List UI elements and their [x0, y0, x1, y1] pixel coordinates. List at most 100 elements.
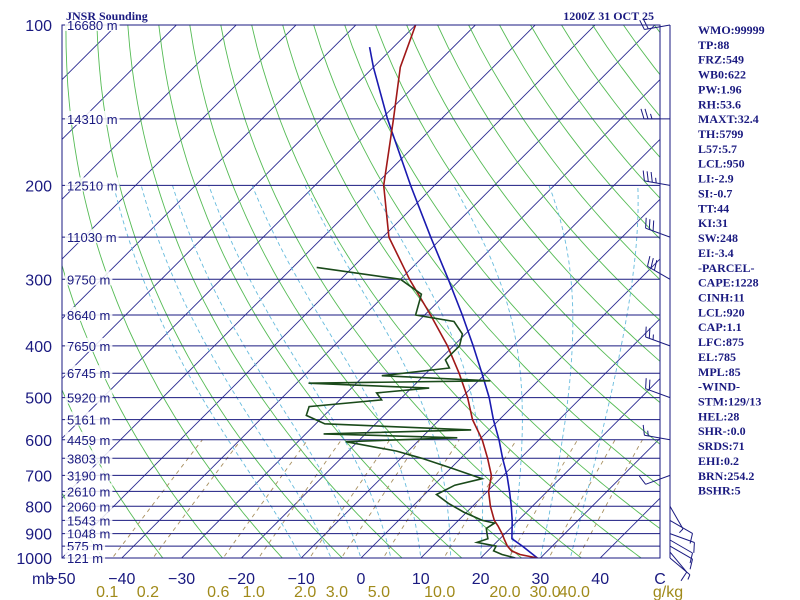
index-value: -PARCEL-	[698, 261, 754, 275]
mixing-ratio-line	[222, 439, 309, 558]
height-label-background	[65, 337, 113, 352]
temperature-tick-label: C	[654, 571, 666, 588]
index-value: STM:129/13	[698, 395, 761, 409]
barb-flag	[689, 533, 693, 544]
height-label-background	[65, 229, 119, 244]
pressure-label: 100	[25, 18, 52, 35]
wind-barb	[669, 533, 695, 553]
isotherm	[420, 318, 660, 558]
moist-adiabat	[370, 185, 484, 558]
height-label-background	[65, 512, 113, 527]
barb-shaft	[645, 474, 671, 485]
pressure-label: 600	[25, 433, 52, 450]
barb-half-flag	[647, 430, 649, 436]
height-label-background	[65, 389, 113, 404]
mixing-ratio-line	[508, 439, 578, 558]
mixing-ratio-tick-label: 0.2	[137, 584, 159, 600]
mixing-ratio-tick-label: 2.0	[294, 584, 316, 600]
mixing-ratio-tick-label: 20.0	[489, 584, 520, 600]
wind-barb	[639, 19, 671, 30]
index-value: SHR-:0.0	[698, 424, 746, 438]
barb-half-flag	[650, 113, 653, 120]
moist-adiabat	[140, 185, 332, 558]
wind-barb	[669, 506, 684, 534]
moist-adiabat	[569, 185, 639, 558]
pressure-label: 500	[25, 391, 52, 408]
index-value: WB0:622	[698, 68, 746, 82]
barb-flag	[640, 108, 645, 120]
index-value: BSHR:5	[698, 484, 741, 498]
isotherm	[479, 377, 660, 558]
moist-adiabat	[251, 185, 422, 558]
sounding-profiles	[305, 25, 538, 558]
height-label-background	[65, 525, 113, 540]
index-value: SRDS:71	[698, 439, 745, 453]
dry-adiabat	[65, 25, 284, 558]
barb-flag	[648, 327, 651, 339]
isotherm	[62, 25, 237, 200]
isotherm	[539, 437, 660, 558]
dry-adiabat	[127, 25, 403, 558]
temperature-tick-label: −50	[48, 571, 75, 588]
mixing-ratio-line	[382, 439, 460, 558]
mixing-ratio-tick-label: 30.0	[530, 584, 561, 600]
index-value: SW:248	[698, 231, 738, 245]
index-value: LI:-2.9	[698, 172, 734, 186]
height-label: 4459 m	[67, 433, 110, 448]
index-value: TT:44	[698, 201, 729, 215]
isotherm	[62, 25, 596, 558]
isotherm	[360, 258, 660, 558]
moist-adiabat	[113, 185, 302, 558]
dry-adiabat	[592, 25, 660, 117]
mixing-ratio-line	[340, 439, 421, 558]
temperature-trace	[382, 25, 538, 558]
dry-adiabat	[499, 25, 660, 240]
height-labels: 16680 m 14310 m 12510 m 11030 m 9750 m 8640 m…	[65, 17, 120, 566]
height-label: 1543 m	[67, 513, 110, 528]
index-value: RH:53.6	[698, 97, 741, 111]
index-value: EI:-3.4	[698, 246, 734, 260]
barb-shaft	[647, 265, 671, 280]
mixing-ratio-line	[577, 439, 643, 558]
mixing-ratio-line	[548, 439, 616, 558]
plot-frame	[61, 24, 661, 559]
index-value: HEL:28	[698, 409, 739, 423]
barb-flag	[689, 558, 693, 570]
height-label-background	[65, 17, 120, 31]
wind-barb	[645, 217, 671, 238]
barb-flag	[650, 257, 654, 269]
barb-shaft	[644, 24, 671, 30]
dry-adiabat	[406, 25, 660, 362]
mixing-ratio-line	[443, 439, 517, 558]
pressure-label: 700	[25, 468, 52, 485]
height-label-background	[65, 467, 113, 482]
barb-flag	[653, 259, 658, 271]
height-label-background	[65, 110, 120, 125]
pressure-label: 1000	[16, 551, 52, 568]
mixing-ratio-line	[152, 439, 242, 558]
wind-barb	[638, 474, 671, 485]
height-label-background	[65, 550, 106, 564]
mixing-ratio-tick-label: 0.1	[96, 584, 118, 600]
temperature-tick-label: 20	[472, 571, 490, 588]
barb-flag	[650, 171, 653, 183]
isotherm	[62, 25, 178, 141]
index-value: BRN:254.2	[698, 469, 754, 483]
index-value: SI:-0.7	[698, 187, 732, 201]
mixing-ratio-tick-label: 0.6	[207, 584, 229, 600]
dry-adiabat	[344, 25, 660, 445]
barb-flag	[644, 108, 649, 120]
dry-adiabat	[375, 25, 660, 404]
wind-barb	[669, 519, 693, 544]
wind-barb	[645, 378, 671, 399]
isotherm	[62, 25, 417, 380]
dewpoint-trace	[305, 266, 516, 558]
height-label: 5920 m	[67, 391, 110, 406]
height-label: 3190 m	[67, 468, 110, 483]
height-label-background	[65, 498, 113, 513]
dry-adiabat	[62, 388, 164, 558]
temperature-tick-label: 0	[357, 571, 366, 588]
isotherm	[180, 78, 660, 558]
height-label: 11030 m	[67, 230, 117, 245]
height-label: 3803 m	[67, 451, 110, 466]
